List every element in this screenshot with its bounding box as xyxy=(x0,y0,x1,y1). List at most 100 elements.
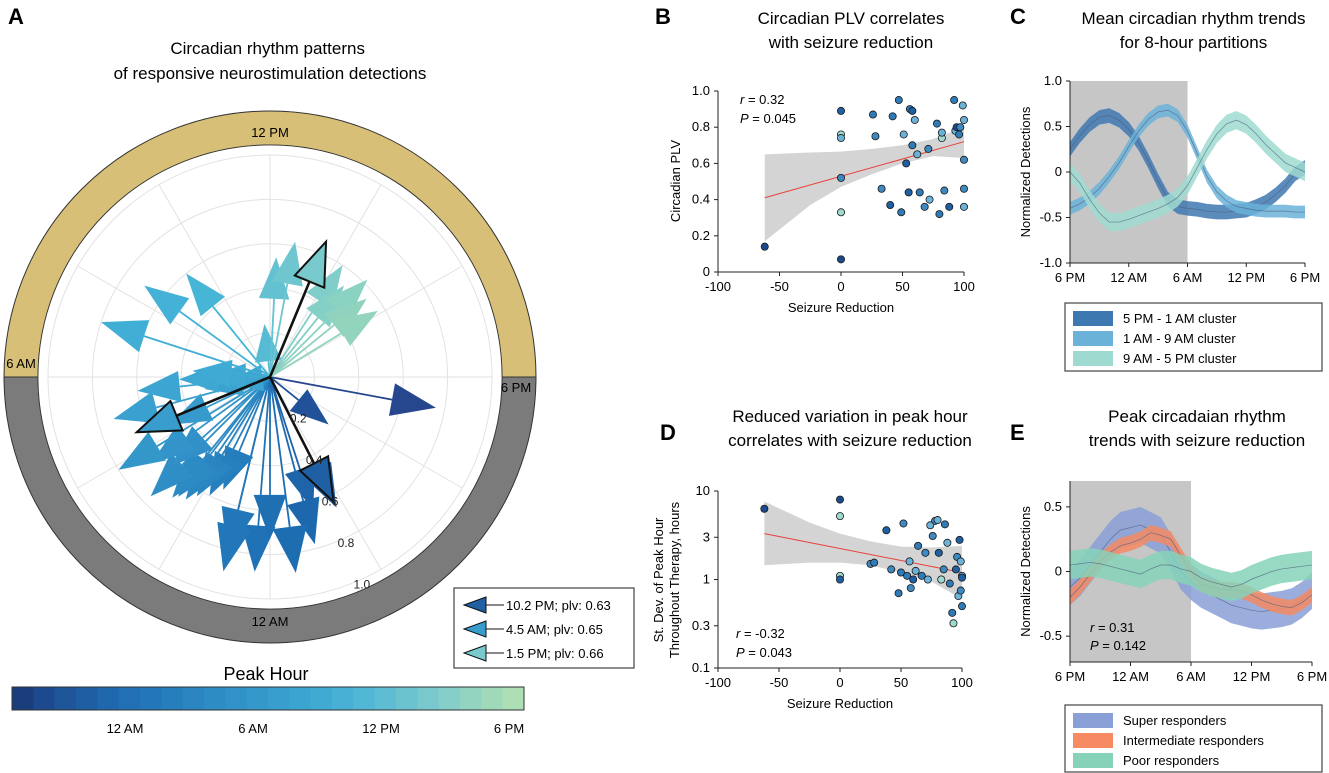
vector-34-shaft xyxy=(269,283,289,378)
panel-letter-e: E xyxy=(1010,420,1025,445)
panel-d-fit-line xyxy=(764,533,963,573)
panel-b-point-15 xyxy=(902,159,911,168)
colorbar-swatch-21 xyxy=(460,687,482,710)
panel-d-point-14 xyxy=(906,584,915,593)
colorbar-swatch-2 xyxy=(54,687,77,710)
panel-b-point-7 xyxy=(868,110,877,119)
panel-b-point-9 xyxy=(877,184,886,193)
ring-label-12pm: 12 PM xyxy=(251,125,289,140)
vector-4-head xyxy=(287,496,320,545)
panel-letter-d: D xyxy=(660,420,676,445)
panel-d-ytick-4: 10 xyxy=(696,483,710,498)
panel-b-title-line-2: with seizure reduction xyxy=(768,33,933,52)
vector-9-head xyxy=(253,494,287,540)
panel-e-stat-p-value: = 0.142 xyxy=(1099,638,1146,653)
panel-e-stat-r-label: r xyxy=(1090,620,1095,635)
vector-28-shaft xyxy=(231,373,271,378)
panel-c-ytick-2: 0 xyxy=(1055,164,1062,179)
panel-b-point-11 xyxy=(888,112,897,121)
panel-d-ylabel-line-1: St. Dev. of Peak Hour xyxy=(651,517,666,642)
panel-c-ytick-1: -0.5 xyxy=(1040,210,1062,225)
panel-b-stat-r-value: = 0.32 xyxy=(744,92,784,107)
panel-d-point-22 xyxy=(928,532,937,541)
panel-b-point-27 xyxy=(935,210,944,219)
panel-d-stat-r-label: r xyxy=(736,626,741,641)
vector-13-shaft xyxy=(209,376,271,465)
ring-label-6am: 6 AM xyxy=(6,356,36,371)
panel-c: Mean circadian rhythm trends for 8-hour p… xyxy=(1018,9,1323,372)
panel-b-title-line-1: Circadian PLV correlates xyxy=(758,9,945,28)
panel-e-legend-label-2: Poor responders xyxy=(1123,753,1220,768)
panel-d-stat-r-value: = -0.32 xyxy=(740,626,784,641)
legend-label-0: 10.2 PM; plv: 0.63 xyxy=(506,598,611,613)
legend-arrow-1 xyxy=(462,620,487,638)
panel-d-point-2 xyxy=(836,512,845,521)
vector-22-head xyxy=(113,391,161,424)
panel-d-point-21 xyxy=(926,521,935,530)
panel-d-stat-p-value: = 0.043 xyxy=(745,645,792,660)
panel-b-confidence-band xyxy=(764,127,964,242)
panel-c-line-1 xyxy=(1069,109,1305,213)
panel-b-point-38 xyxy=(960,115,969,124)
colorbar-tick-1: 6 AM xyxy=(238,721,268,736)
panel-b-stat-p-label: P xyxy=(740,111,749,126)
panel-d-point-10 xyxy=(897,568,906,577)
ring-label-12am: 12 AM xyxy=(252,614,289,629)
panel-e-stat-p: P = 0.142 xyxy=(1090,638,1146,653)
vector-37-shaft xyxy=(269,317,319,378)
panel-c-ylabel-line-1: Normalized Detections xyxy=(1018,106,1033,237)
panel-d-point-0 xyxy=(760,504,769,513)
panel-b-ytick-5: 1.0 xyxy=(692,83,710,98)
panel-b-point-12 xyxy=(894,96,903,105)
panel-e-legend-swatch-0 xyxy=(1073,713,1113,728)
colorbar-swatch-8 xyxy=(182,687,205,710)
colorbar-swatch-20 xyxy=(438,687,461,710)
panel-b-point-10 xyxy=(886,201,895,210)
panel-d-point-16 xyxy=(911,566,920,575)
panel-b-point-8 xyxy=(871,132,880,141)
panel-d-point-18 xyxy=(917,571,926,580)
panel-d-point-32 xyxy=(949,619,958,628)
panel-c-ytick-4: 1.0 xyxy=(1044,73,1062,88)
panel-e-xtick-2: 6 AM xyxy=(1176,669,1206,684)
panel-d-ytick-0: 0.1 xyxy=(692,660,710,675)
legend-arrow-2 xyxy=(462,644,487,662)
panel-b-point-29 xyxy=(937,128,946,137)
panel-d-point-8 xyxy=(887,565,896,574)
panel-b-point-30 xyxy=(940,186,949,195)
panel-c-legend-label-2: 9 AM - 5 PM cluster xyxy=(1123,351,1237,366)
panel-b-point-1 xyxy=(837,255,846,264)
colorbar-swatch-11 xyxy=(246,687,269,710)
grid-spoke-1 xyxy=(269,376,463,489)
radial-tick-3: 0.8 xyxy=(338,536,355,550)
panel-b-point-0 xyxy=(760,242,769,251)
panel-d-point-24 xyxy=(933,516,942,525)
panel-d-stat-p: P = 0.043 xyxy=(736,645,792,660)
colorbar-swatch-16 xyxy=(353,687,376,710)
vector-0-shaft xyxy=(269,376,393,401)
panel-d-point-28 xyxy=(940,520,949,529)
panel-a-title-line-1: Circadian rhythm patterns xyxy=(170,39,365,58)
colorbar-swatch-6 xyxy=(140,687,162,710)
polar-legend: 10.2 PM; plv: 0.63 4.5 AM; plv: 0.65 1.5 P… xyxy=(453,587,635,669)
panel-b-point-26 xyxy=(932,119,941,128)
vector-29-shaft xyxy=(143,335,271,378)
panel-d-point-17 xyxy=(914,541,923,550)
panel-b-stat-p-value: = 0.045 xyxy=(749,111,796,126)
panel-e-stat-r-value: = 0.31 xyxy=(1094,620,1134,635)
vector-16-head xyxy=(150,453,194,497)
highlighted-vector-2-shaft xyxy=(268,281,311,378)
panel-c-band-0 xyxy=(1070,108,1305,220)
vector-40-shaft xyxy=(269,332,343,378)
panel-e-ylabel-line-1: Normalized Detections xyxy=(1018,506,1033,637)
panel-d-title-line-1: Reduced variation in peak hour xyxy=(732,407,968,426)
panel-b-xtick-4: 100 xyxy=(953,279,975,294)
panel-d-stat-p-label: P xyxy=(736,645,745,660)
radial-tick-2: 0.6 xyxy=(322,494,339,508)
vector-19-head xyxy=(118,431,166,470)
panel-b-point-24 xyxy=(924,144,933,153)
panel-e-legend-swatch-1 xyxy=(1073,733,1113,748)
panel-b-ylabel-line-1: Circadian PLV xyxy=(668,140,683,222)
panel-d-point-19 xyxy=(921,548,930,557)
vector-8-shaft xyxy=(237,376,271,510)
